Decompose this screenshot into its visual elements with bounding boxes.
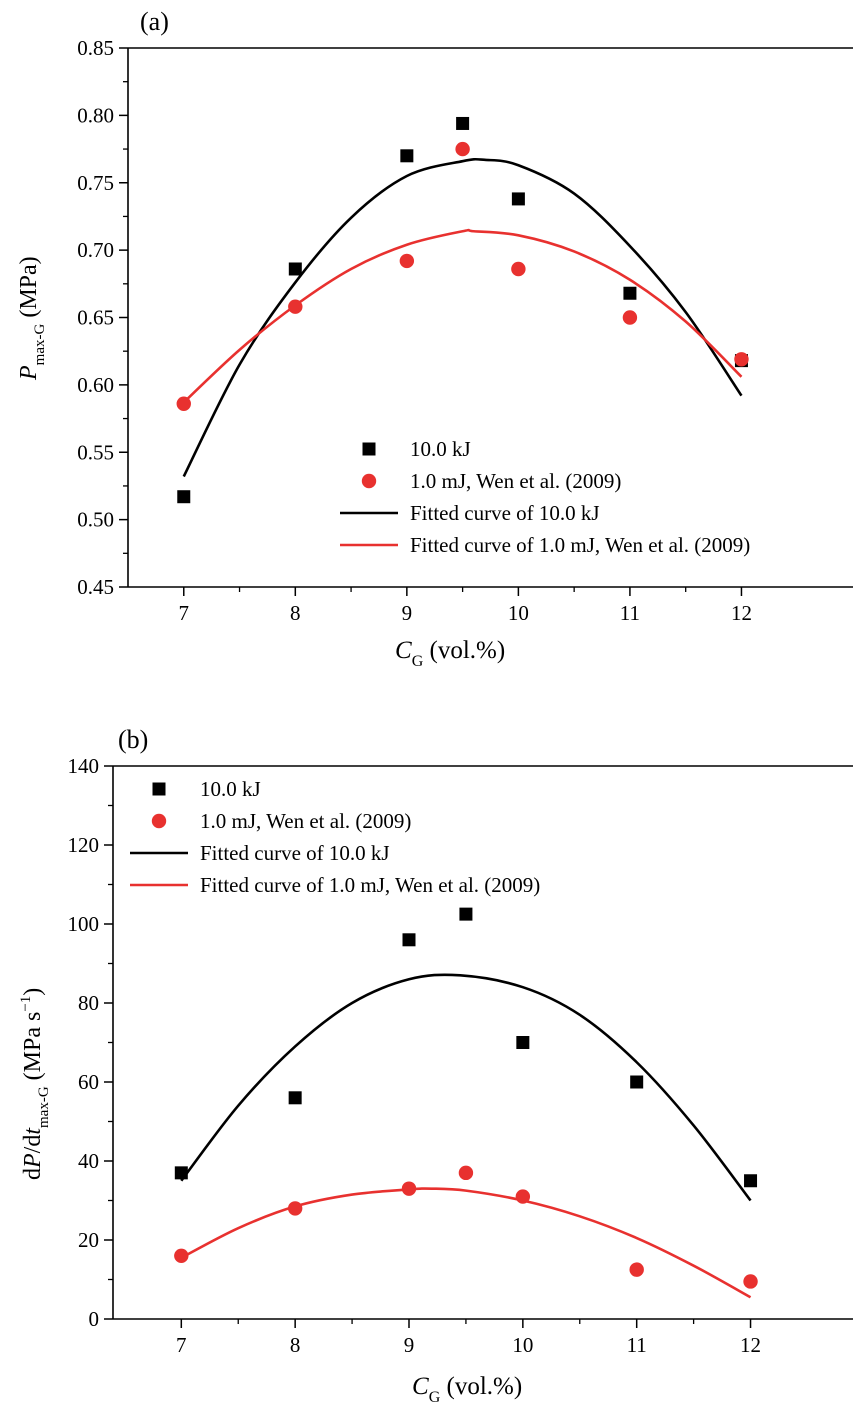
data-point-circle-a [455, 141, 470, 157]
data-point-square-a [456, 116, 470, 130]
data-point-circle-a [622, 310, 638, 325]
panel-label-b: (b) [118, 725, 148, 754]
x-axis-label-b: CG (vol.%) [412, 1373, 522, 1402]
y-tick-label-b: 60 [78, 1070, 99, 1094]
y-tick-label-a: 0.80 [77, 103, 114, 127]
data-point-circle-b [458, 1165, 474, 1181]
data-point-square-b [174, 1166, 188, 1180]
legend-marker-square-b [152, 782, 166, 796]
legend-label-a: Fitted curve of 10.0 kJ [410, 501, 600, 525]
data-point-square-a [511, 192, 525, 206]
x-tick-label-a: 8 [290, 601, 301, 625]
data-point-circle-b [629, 1262, 644, 1277]
y-tick-label-a: 0.70 [77, 238, 114, 262]
x-tick-label-a: 12 [731, 601, 752, 625]
y-tick-label-b: 140 [68, 754, 100, 778]
data-point-circle-b [401, 1181, 417, 1196]
data-point-square-b [402, 933, 416, 947]
y-tick-label-b: 80 [78, 991, 99, 1015]
data-point-circle-a [399, 253, 415, 269]
legend-a: 10.0 kJ 1.0 mJ, Wen et al. (2009) Fitted c… [340, 437, 750, 557]
x-tick-label-a: 10 [508, 601, 529, 625]
x-tick-label-b: 8 [290, 1333, 301, 1357]
y-tick-label-b: 120 [68, 833, 100, 857]
x-tick-label-b: 11 [627, 1333, 647, 1357]
data-point-circle-a [734, 352, 749, 367]
legend-label-b: Fitted curve of 10.0 kJ [200, 841, 390, 865]
x-tick-label-a: 9 [402, 601, 413, 625]
fit-curve-b-black [180, 973, 752, 1202]
legend-label-a: 1.0 mJ, Wen et al. (2009) [410, 469, 621, 493]
y-tick-label-a: 0.50 [77, 508, 114, 532]
fit-curve-b-red [180, 1187, 752, 1299]
legend-label-b: 1.0 mJ, Wen et al. (2009) [200, 809, 411, 833]
data-point-circle-b [287, 1201, 303, 1216]
y-tick-label-a: 0.45 [77, 575, 114, 599]
legend-label-a: 10.0 kJ [410, 437, 471, 461]
data-point-square-b [459, 907, 473, 921]
legend-b: 10.0 kJ 1.0 mJ, Wen et al. (2009) Fitted c… [130, 777, 540, 897]
data-point-square-b [744, 1174, 758, 1188]
y-tick-label-a: 0.55 [77, 440, 114, 464]
data-point-circle-b [743, 1274, 758, 1289]
data-point-square-a [400, 149, 414, 163]
data-point-square-a [623, 286, 637, 300]
data-point-circle-a [511, 261, 526, 277]
y-tick-label-a: 0.75 [77, 171, 114, 195]
data-point-square-b [516, 1036, 530, 1049]
x-tick-label-a: 11 [620, 601, 640, 625]
legend-marker-circle-b [151, 813, 167, 829]
x-tick-label-a: 7 [179, 601, 190, 625]
legend-label-b: Fitted curve of 1.0 mJ, Wen et al. (2009… [200, 873, 540, 897]
y-tick-label-b: 20 [78, 1228, 99, 1252]
x-tick-label-b: 7 [176, 1333, 187, 1357]
legend-marker-square-a [362, 442, 376, 456]
fit-curve-a-black [182, 157, 743, 478]
data-point-circle-b [515, 1189, 531, 1204]
y-axis-label-a: Pmax-G (MPa) [16, 256, 48, 381]
x-tick-label-b: 10 [512, 1333, 533, 1357]
y-axis-label-b: dP/dtmax-G (MPa s−1) [18, 988, 52, 1180]
data-point-square-b [630, 1075, 644, 1089]
y-tick-label-b: 100 [68, 912, 100, 936]
x-axis-label-a: CG (vol.%) [395, 637, 505, 670]
data-point-square-a [177, 490, 191, 504]
data-point-square-a [288, 262, 302, 276]
y-tick-label-b: 40 [78, 1149, 99, 1173]
data-point-square-b [288, 1091, 302, 1105]
data-point-circle-b [174, 1248, 189, 1264]
legend-marker-circle-a [361, 473, 377, 489]
chart-panel-a: (a) 7 8 9 10 11 12 0.45 0.50 0.55 0.60 0.65 0.70 0.7… [16, 7, 853, 670]
y-tick-label-b: 0 [89, 1307, 100, 1331]
y-tick-label-a: 0.60 [77, 373, 114, 397]
legend-label-a: Fitted curve of 1.0 mJ, Wen et al. (2009… [410, 533, 750, 557]
x-tick-label-b: 9 [404, 1333, 415, 1357]
y-tick-label-a: 0.65 [77, 306, 114, 330]
data-point-circle-a [288, 299, 303, 314]
fit-curve-a-red [182, 228, 743, 404]
y-tick-label-a: 0.85 [77, 36, 114, 60]
legend-label-b: 10.0 kJ [200, 777, 261, 801]
x-tick-label-b: 12 [740, 1333, 761, 1357]
data-point-circle-a [176, 396, 191, 411]
panel-label-a: (a) [140, 7, 169, 36]
